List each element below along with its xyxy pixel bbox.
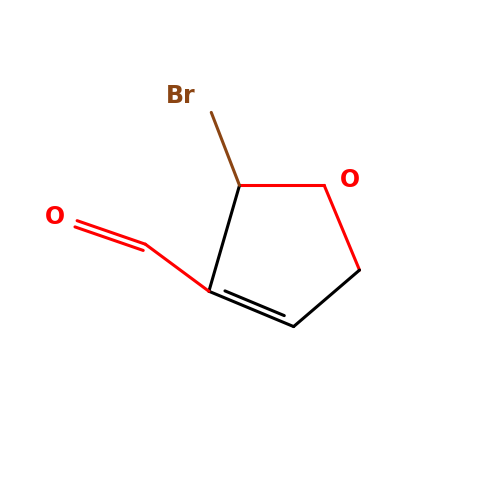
Text: O: O (45, 205, 65, 229)
Text: Br: Br (166, 84, 195, 108)
Text: O: O (340, 168, 360, 192)
